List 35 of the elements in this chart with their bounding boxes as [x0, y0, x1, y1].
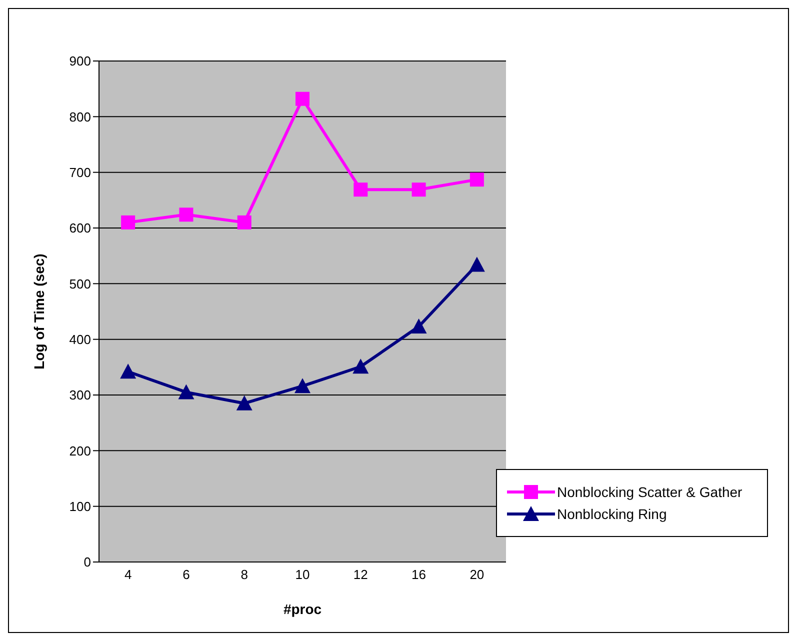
- x-tick-label: 8: [240, 567, 248, 582]
- x-tick-label: 20: [470, 567, 484, 582]
- y-axis-title: Log of Time (sec): [30, 254, 47, 370]
- y-tick-label: 100: [69, 498, 91, 514]
- point: [121, 215, 136, 230]
- point: [468, 256, 485, 272]
- y-tick-label: 800: [69, 109, 91, 124]
- point: [412, 182, 426, 197]
- point: [120, 364, 136, 379]
- x-tick-label: 12: [353, 567, 368, 582]
- point: [178, 384, 194, 400]
- y-tick-label: 700: [69, 164, 91, 180]
- y-tick-label: 0: [84, 554, 91, 570]
- point: [410, 318, 427, 334]
- x-tick-label: 10: [295, 567, 310, 582]
- y-tick-label: 500: [69, 276, 91, 292]
- x-tick-label: 16: [412, 567, 426, 582]
- point: [470, 172, 484, 187]
- x-axis-title: #proc: [283, 601, 322, 617]
- point: [237, 215, 252, 230]
- y-tick-label: 200: [69, 443, 91, 458]
- point: [294, 378, 310, 394]
- legend-label: Nonblocking Ring: [557, 506, 667, 522]
- point: [354, 182, 368, 197]
- point: [296, 92, 310, 106]
- x-tick-label: 4: [124, 567, 132, 582]
- point: [236, 395, 252, 410]
- point: [179, 208, 194, 222]
- y-tick-label: 300: [69, 388, 91, 403]
- y-tick-label: 600: [69, 220, 91, 236]
- legend-label: Nonblocking Scatter & Gather: [557, 484, 742, 500]
- point: [352, 358, 369, 374]
- x-tick-label: 6: [182, 567, 190, 582]
- y-tick-label: 900: [69, 54, 91, 69]
- y-tick-label: 400: [69, 332, 91, 347]
